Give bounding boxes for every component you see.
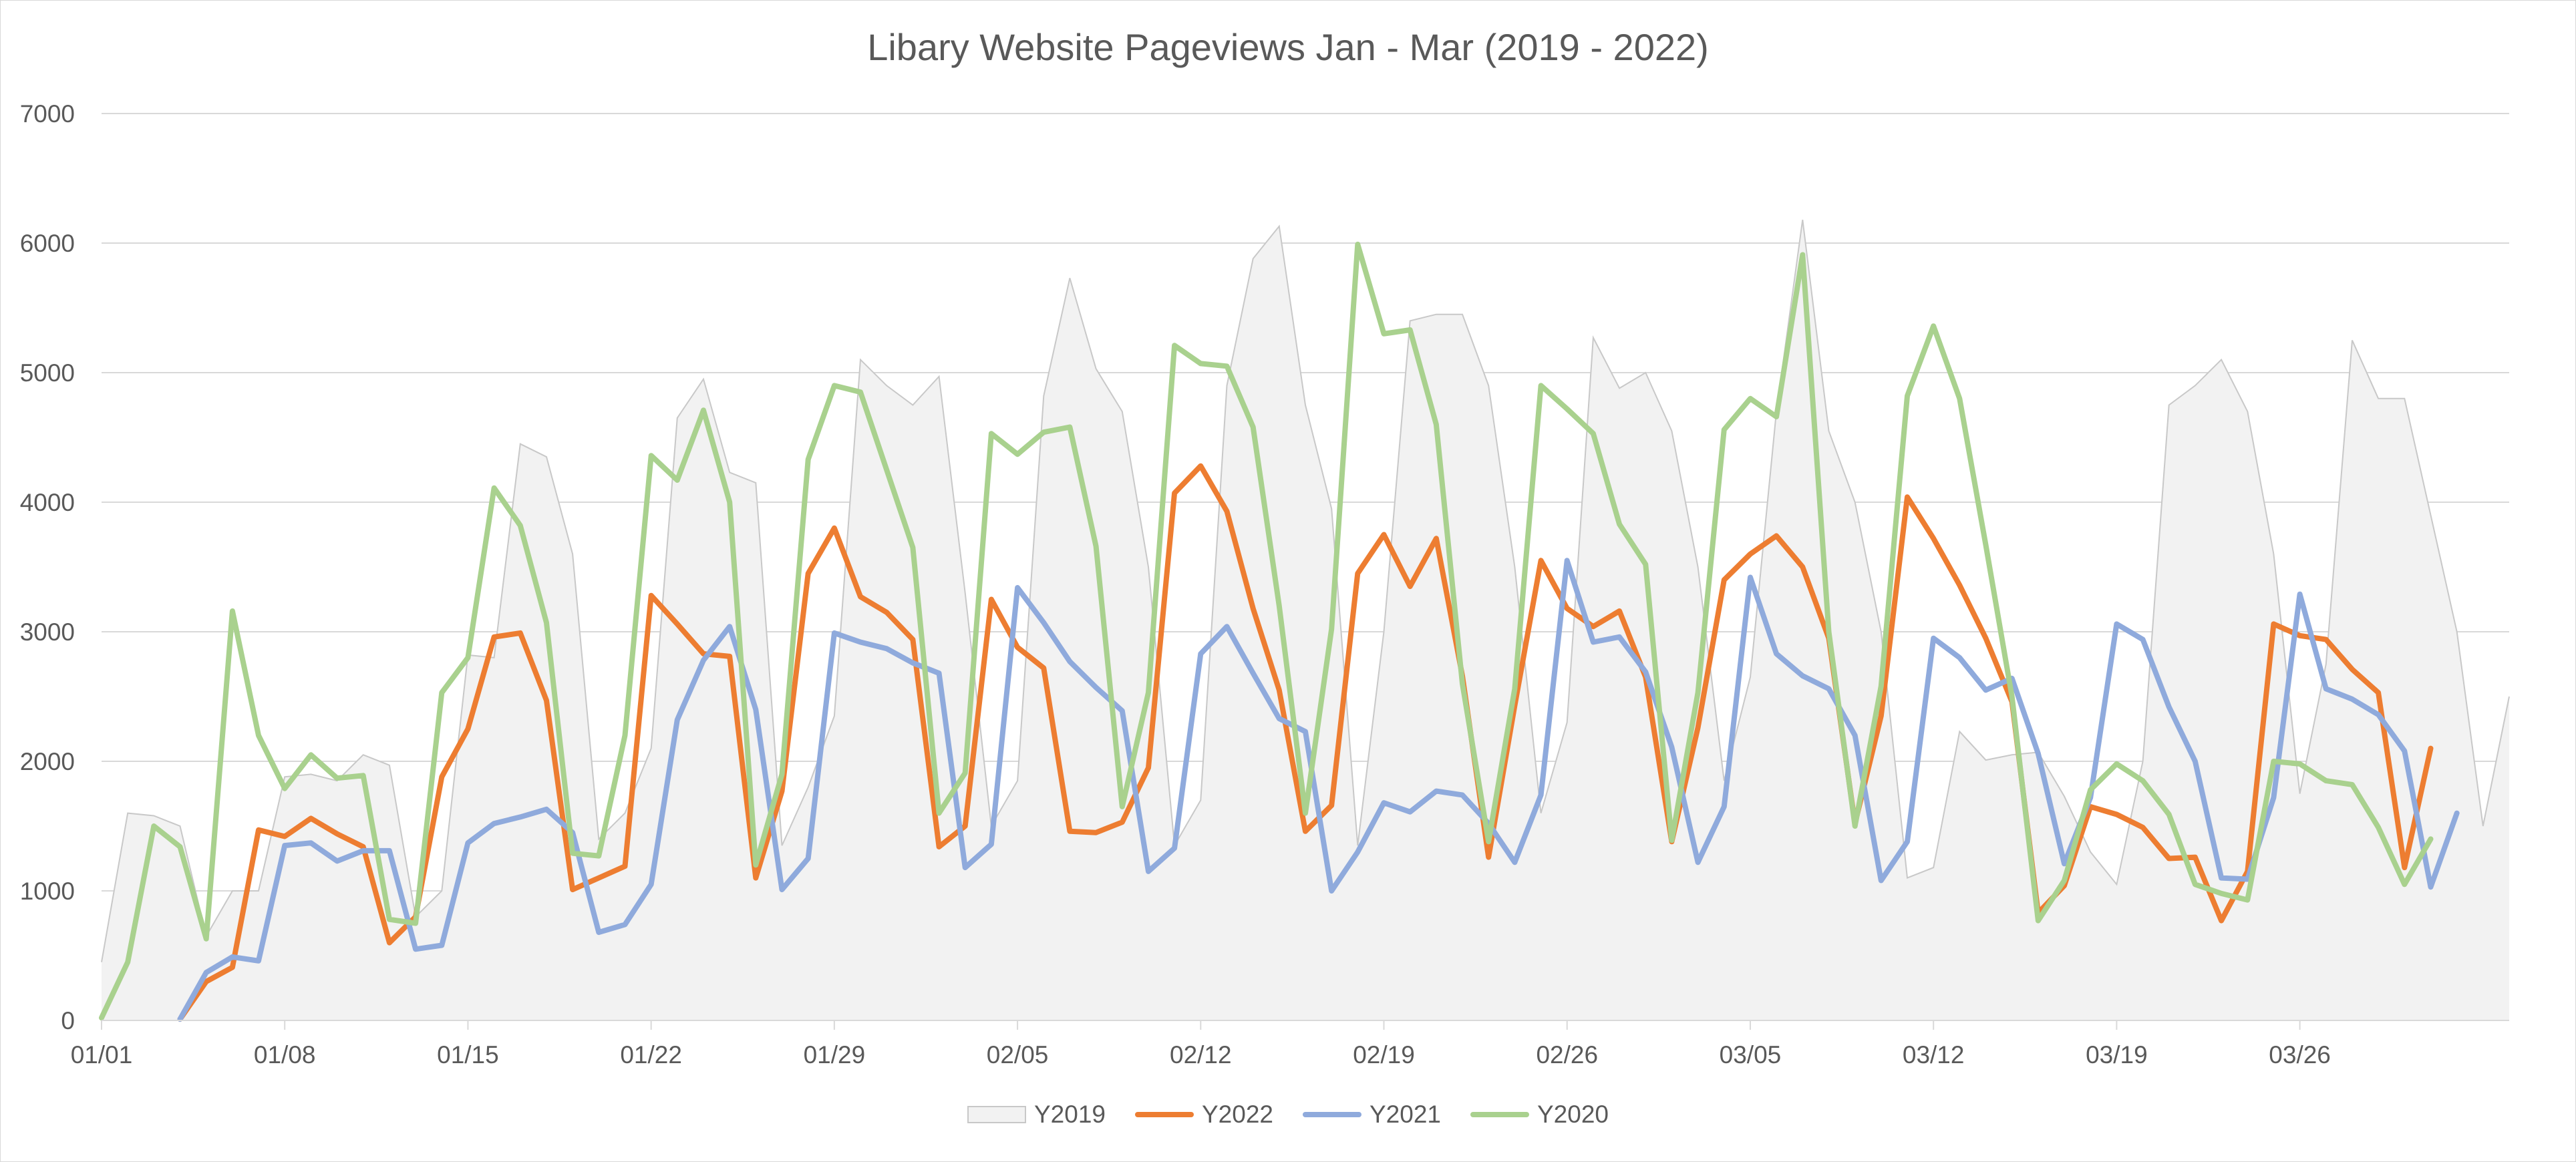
chart-title: Libary Website Pageviews Jan - Mar (2019…: [867, 26, 1709, 68]
legend-swatch: [1135, 1112, 1194, 1117]
x-tick-label: 01/22: [620, 1041, 682, 1069]
x-axis-tick-marks: [101, 1020, 2301, 1030]
x-tick-label: 03/19: [2086, 1041, 2148, 1069]
x-tick-label: 02/12: [1170, 1041, 1232, 1069]
series-layer: [99, 219, 2510, 1022]
legend-swatch: [967, 1106, 1026, 1123]
legend-label: Y2019: [1034, 1101, 1106, 1128]
x-tick-label: 01/01: [71, 1041, 133, 1069]
legend-label: Y2022: [1202, 1101, 1273, 1128]
series-y2020-line: [99, 241, 2434, 1021]
legend-label: Y2021: [1370, 1101, 1441, 1128]
y-tick-label: 1000: [20, 878, 75, 905]
x-tick-label: 03/05: [1720, 1041, 1782, 1069]
y-tick-label: 6000: [20, 230, 75, 257]
x-tick-label: 03/26: [2269, 1041, 2331, 1069]
x-tick-label: 02/05: [987, 1041, 1049, 1069]
legend-swatch: [1303, 1112, 1361, 1117]
x-tick-label: 02/19: [1353, 1041, 1415, 1069]
legend: Y2019 Y2022 Y2021 Y2020: [0, 1101, 2576, 1129]
legend-label: Y2020: [1537, 1101, 1609, 1128]
y-tick-label: 2000: [20, 748, 75, 775]
x-tick-label: 03/12: [1903, 1041, 1965, 1069]
x-tick-label: 01/29: [804, 1041, 866, 1069]
x-tick-label: 01/15: [437, 1041, 499, 1069]
legend-item-y2022: Y2022: [1135, 1101, 1273, 1129]
x-tick-label: 02/26: [1536, 1041, 1598, 1069]
legend-item-y2019: Y2019: [967, 1101, 1106, 1129]
y-tick-label: 4000: [20, 489, 75, 516]
y-axis-tick-labels: 0 1000 2000 3000 4000 5000 6000 7000: [20, 100, 75, 1034]
legend-item-y2020: Y2020: [1470, 1101, 1609, 1129]
x-axis-tick-labels: 01/01 01/08 01/15 01/22 01/29 02/05 02/12 02/19…: [71, 1041, 2331, 1069]
legend-swatch: [1470, 1112, 1529, 1117]
legend-item-y2021: Y2021: [1303, 1101, 1441, 1129]
y-tick-label: 0: [61, 1007, 75, 1034]
y-tick-label: 3000: [20, 618, 75, 646]
series-y2019-outline: [101, 219, 2510, 962]
y-tick-label: 5000: [20, 359, 75, 387]
x-tick-label: 01/08: [254, 1041, 316, 1069]
series-y2019-area: [102, 220, 2509, 1021]
y-tick-label: 7000: [20, 100, 75, 128]
